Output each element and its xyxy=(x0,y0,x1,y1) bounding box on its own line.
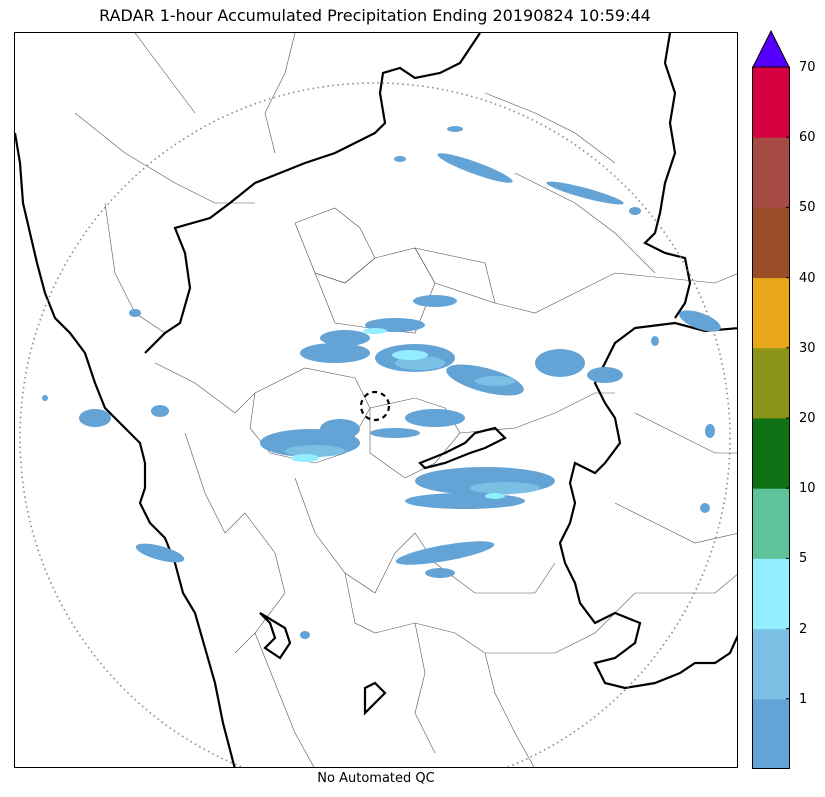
radar-map-canvas xyxy=(15,33,737,767)
colorbar-bin xyxy=(752,277,790,349)
colorbar-bin xyxy=(752,207,790,279)
radar-map[interactable] xyxy=(14,32,738,768)
colorbar-bin xyxy=(752,137,790,208)
range-ring xyxy=(19,82,731,767)
colorbar-tick-label: 70 xyxy=(799,60,816,75)
colorbar-tick-label: 5 xyxy=(799,551,808,567)
colorbar xyxy=(752,30,790,769)
colorbar-tick-label: 60 xyxy=(799,130,816,146)
chart-title: RADAR 1-hour Accumulated Precipitation E… xyxy=(99,6,651,25)
colorbar-bin xyxy=(752,628,790,700)
qc-note: No Automated QC xyxy=(317,771,435,786)
colorbar-extend-arrow xyxy=(752,30,790,68)
colorbar-tick-label: 30 xyxy=(799,340,816,356)
colorbar-bin xyxy=(752,488,790,559)
colorbar-tick-label: 40 xyxy=(799,270,816,286)
colorbar-bin xyxy=(752,558,790,630)
colorbar-bin xyxy=(752,418,790,489)
colorbar-bin xyxy=(752,67,790,138)
state-borders xyxy=(15,33,737,767)
district-boundaries xyxy=(74,33,737,767)
colorbar-bin xyxy=(752,347,790,419)
colorbar-tick-label: 1 xyxy=(799,691,808,707)
colorbar-tick-label: 50 xyxy=(799,200,816,216)
colorbar-tick-label: 10 xyxy=(799,481,816,497)
precipitation-echoes xyxy=(42,126,721,639)
colorbar-bin xyxy=(752,698,790,769)
colorbar-tick-label: 20 xyxy=(799,411,816,426)
colorbar-tick-label: 2 xyxy=(799,621,808,637)
radar-site-marker xyxy=(359,390,391,422)
colorbar-canvas xyxy=(752,30,790,769)
